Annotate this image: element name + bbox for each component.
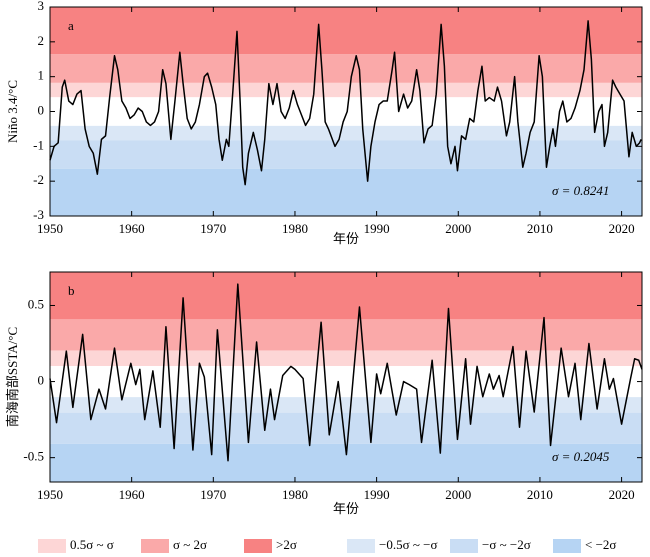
x-tick-label: 1980 (282, 221, 308, 236)
y-axis-label: 南海南部SSTA/°C (5, 327, 20, 427)
y-axis-label: Niño 3.4/°C (5, 80, 20, 143)
y-tick-label: 2 (38, 33, 45, 48)
y-tick-label: -0.5 (23, 449, 44, 464)
x-tick-label: 1970 (200, 487, 226, 502)
y-tick-label: 3 (38, 0, 45, 13)
legend-swatch (141, 539, 169, 553)
x-tick-label: 1950 (37, 221, 63, 236)
y-tick-label: 0 (38, 373, 45, 388)
x-tick-label: 1970 (200, 221, 226, 236)
sigma-band (50, 350, 642, 367)
x-tick-label: 1990 (364, 487, 390, 502)
plot-frame (49, 271, 643, 483)
y-tick-label: -2 (33, 172, 44, 187)
x-tick-label: 1960 (119, 221, 145, 236)
sigma-band (50, 272, 642, 320)
x-tick-label: 2000 (445, 487, 471, 502)
sigma-annotation: σ = 0.8241 (552, 183, 609, 198)
legend-label: −0.5σ ~ −σ (379, 537, 437, 552)
sigma-band (50, 140, 642, 169)
plot-frame (49, 6, 643, 217)
x-axis-label: 年份 (333, 231, 359, 246)
sigma-band (50, 125, 642, 141)
sigma-band (50, 82, 642, 98)
legend-label: 0.5σ ~ σ (70, 537, 114, 552)
panel-label: b (68, 283, 75, 298)
x-tick-label: 2020 (609, 221, 635, 236)
y-tick-label: 1 (38, 68, 45, 83)
series-line (49, 283, 643, 462)
sigma-band (50, 54, 642, 83)
sigma-annotation: σ = 0.2045 (552, 449, 610, 464)
legend-swatch (553, 539, 581, 553)
x-tick-label: 2010 (527, 487, 553, 502)
legend-swatch (347, 539, 375, 553)
legend-label: σ ~ 2σ (173, 537, 207, 552)
x-tick-label: 1960 (119, 487, 145, 502)
sigma-band (50, 397, 642, 413)
y-tick-label: -1 (33, 137, 44, 152)
x-tick-label: 2000 (445, 221, 471, 236)
x-tick-label: 1980 (282, 487, 308, 502)
sigma-band (50, 168, 642, 216)
legend-swatch (38, 539, 66, 553)
legend: 0.5σ ~ σ σ ~ 2σ >2σ −0.5σ ~ −σ −σ ~ −2σ < −2σ (38, 537, 616, 553)
series-line (49, 20, 642, 186)
legend-label: >2σ (276, 537, 297, 552)
legend-swatch (450, 539, 478, 553)
x-tick-label: 1990 (364, 221, 390, 236)
x-axis-label: 年份 (333, 501, 359, 516)
y-tick-label: 0 (38, 102, 45, 117)
legend-label: −σ ~ −2σ (482, 537, 531, 552)
sigma-band (50, 319, 642, 351)
x-tick-label: 2010 (527, 221, 553, 236)
y-tick-label: 0.5 (28, 296, 44, 311)
legend-label: < −2σ (585, 537, 616, 552)
x-tick-label: 1950 (37, 487, 63, 502)
legend-swatch (244, 539, 272, 553)
sigma-band (50, 7, 642, 55)
panel-label: a (68, 18, 74, 33)
sigma-band (50, 412, 642, 444)
y-tick-label: -3 (33, 207, 44, 222)
x-tick-label: 2020 (609, 487, 635, 502)
